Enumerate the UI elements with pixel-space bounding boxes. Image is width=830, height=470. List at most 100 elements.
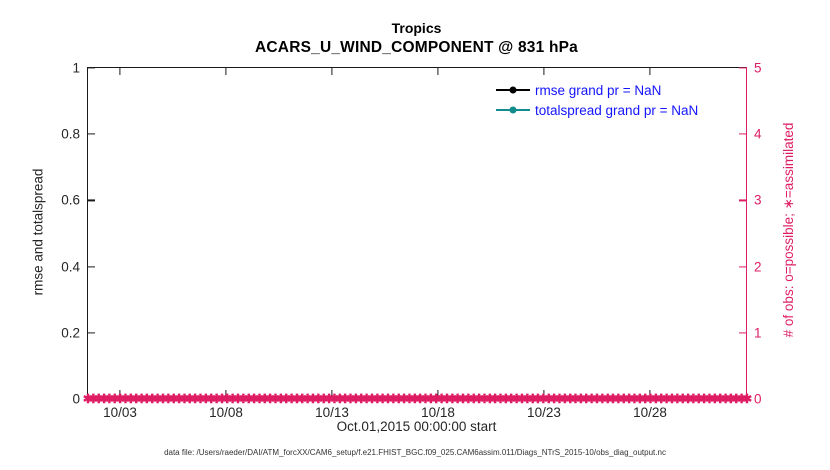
obs-marker: ✱ [634,391,646,406]
obs-marker: ✱ [586,391,597,406]
obs-marker: ✱ [243,391,254,406]
x-tick-bottom [543,390,545,397]
y-tick-right [739,332,746,334]
x-tick-top [225,68,227,75]
x-tick-bottom [437,390,439,397]
obs-marker: ✱ [409,391,421,406]
obs-marker: ✱ [270,391,281,406]
y-tick-label-right: 3 [754,192,762,208]
obs-marker: ✱ [506,391,517,406]
obs-marker: ✱ [468,391,479,406]
obs-marker: ✱ [629,391,640,406]
obs-marker: ✱ [677,391,688,406]
obs-marker: ✱ [489,391,501,406]
obs-marker: ✱ [345,391,356,406]
obs-marker: ✱ [259,391,271,406]
y-tick-right [739,398,746,400]
obs-marker: ✱ [559,391,571,406]
obs-marker: ✱ [479,391,490,406]
obs-marker: ✱ [286,391,297,406]
legend: rmse grand pr = NaN totalspread grand pr … [496,80,698,120]
obs-marker: ✱ [725,391,737,406]
y-tick-label-left: 0.4 [61,259,80,275]
obs-marker: ✱ [554,391,565,406]
data-file-caption: data file: /Users/raeder/DAI/ATM_forcXX/… [164,448,666,457]
legend-line-sample [496,106,530,114]
obs-marker: ✱ [152,391,163,406]
obs-marker: ✱ [693,391,705,406]
obs-marker: ✱ [189,391,201,406]
obs-marker: ✱ [602,391,613,406]
obs-marker: ✱ [184,391,196,406]
obs-marker: ✱ [666,391,678,406]
obs-marker: ✱ [581,391,592,406]
obs-marker: ✱ [254,391,265,406]
obs-marker: ✱ [672,391,683,406]
obs-marker: ✱ [195,391,206,406]
x-tick-top [119,68,121,75]
x-tick-label: 10/23 [527,405,561,420]
y-tick-label-left: 0.2 [61,325,80,341]
obs-marker: ✱ [302,391,313,406]
obs-marker: ✱ [307,391,319,406]
x-tick-bottom [225,390,227,397]
obs-marker: ✱ [650,391,662,406]
obs-marker: ✱ [473,391,485,406]
y-tick-label-left: 1 [72,60,80,76]
obs-marker: ✱ [98,391,110,406]
y-tick-left [88,67,95,69]
x-tick-label: 10/13 [315,405,349,420]
obs-marker: ✱ [420,391,431,406]
obs-marker: ✱ [613,391,624,406]
obs-marker: ✱ [323,391,335,406]
legend-entry: totalspread grand pr = NaN [496,100,698,120]
legend-marker-dot [509,86,517,94]
obs-marker: ✱ [548,391,560,406]
obs-marker: ✱ [500,391,512,406]
obs-marker: ✱ [313,391,324,406]
obs-marker: ✱ [355,391,367,406]
obs-marker: ✱ [163,391,174,406]
obs-marker: ✱ [297,391,308,406]
obs-marker: ✱ [93,391,104,406]
obs-marker: ✱ [623,391,635,406]
x-tick-top [649,68,651,75]
obs-marker: ✱ [334,391,346,406]
obs-marker: ✱ [179,391,190,406]
obs-marker: ✱ [275,391,287,406]
obs-marker: ✱ [350,391,362,406]
x-tick-top [331,68,333,75]
obs-marker: ✱ [200,391,212,406]
obs-marker: ✱ [457,391,469,406]
obs-marker: ✱ [104,391,115,406]
obs-marker: ✱ [645,391,656,406]
obs-marker: ✱ [425,391,437,406]
chart-subtitle: ACARS_U_WIND_COMPONENT @ 831 hPa [255,39,578,56]
y-tick-right [739,199,746,201]
obs-marker: ✱ [318,391,329,406]
obs-marker: ✱ [661,391,672,406]
legend-entry-label: totalspread grand pr = NaN [535,102,699,118]
obs-marker: ✱ [238,391,249,406]
obs-marker: ✱ [398,391,410,406]
obs-marker: ✱ [414,391,426,406]
x-tick-top [543,68,545,75]
obs-marker: ✱ [704,391,715,406]
obs-marker: ✱ [291,391,303,406]
y-tick-label-right: 1 [754,325,762,341]
obs-marker: ✱ [431,391,442,406]
y-tick-label-right: 0 [754,391,762,407]
obs-marker: ✱ [698,391,710,406]
x-tick-top [437,68,439,75]
y-tick-label-right: 5 [754,60,762,76]
obs-marker: ✱ [484,391,496,406]
y-tick-left [88,199,95,201]
y-tick-label-left: 0.6 [61,192,80,208]
obs-marker: ✱ [495,391,506,406]
obs-marker: ✱ [222,391,233,406]
obs-marker: ✱ [516,391,528,406]
x-tick-label: 10/28 [633,405,667,420]
obs-marker: ✱ [157,391,169,406]
obs-marker: ✱ [404,391,415,406]
